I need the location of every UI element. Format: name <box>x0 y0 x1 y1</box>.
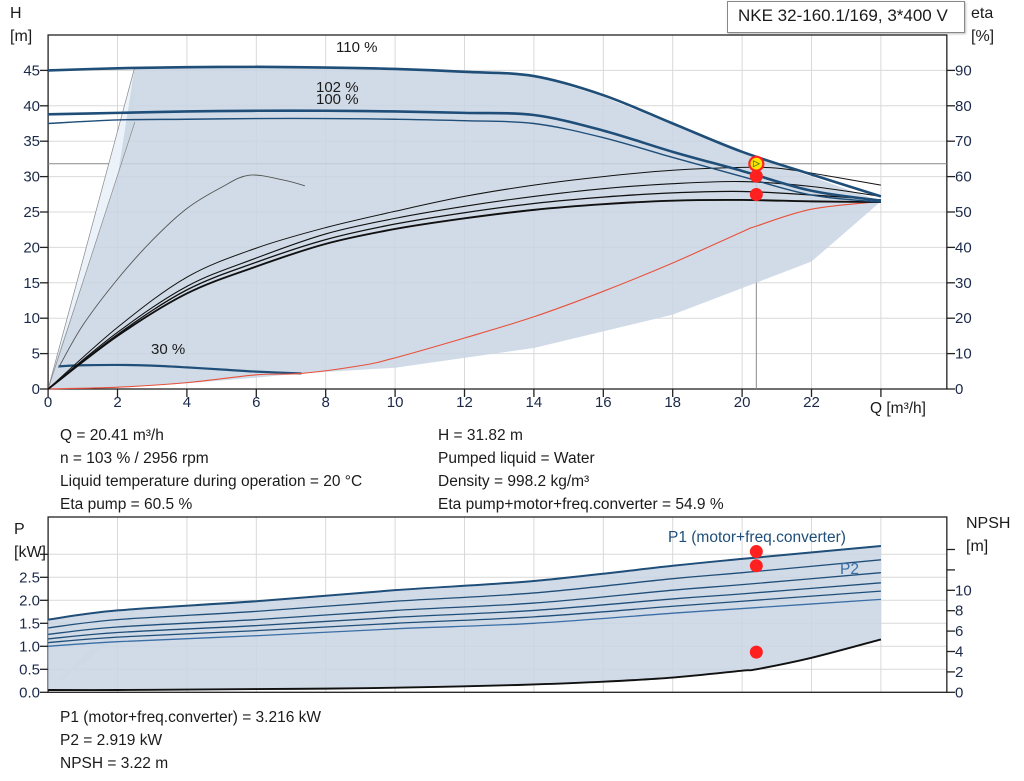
svg-text:0: 0 <box>955 684 963 701</box>
svg-text:70: 70 <box>955 133 972 150</box>
svg-text:2: 2 <box>955 664 963 681</box>
svg-text:60: 60 <box>955 169 972 186</box>
svg-text:30: 30 <box>23 169 40 186</box>
svg-text:1.0: 1.0 <box>19 638 40 655</box>
svg-text:6: 6 <box>955 623 963 640</box>
svg-text:40: 40 <box>23 98 40 115</box>
svg-text:0.5: 0.5 <box>19 661 40 678</box>
svg-text:40: 40 <box>955 239 972 256</box>
svg-text:35: 35 <box>23 133 40 150</box>
svg-text:10: 10 <box>955 346 972 363</box>
svg-text:2.0: 2.0 <box>19 592 40 609</box>
svg-text:80: 80 <box>955 98 972 115</box>
svg-text:2.5: 2.5 <box>19 569 40 586</box>
svg-text:90: 90 <box>955 62 972 79</box>
svg-text:1.5: 1.5 <box>19 615 40 632</box>
svg-text:5: 5 <box>32 346 40 363</box>
svg-text:0: 0 <box>32 381 40 398</box>
svg-text:10: 10 <box>955 582 972 599</box>
svg-text:15: 15 <box>23 275 40 292</box>
svg-text:20: 20 <box>23 239 40 256</box>
svg-text:10: 10 <box>23 310 40 327</box>
svg-text:25: 25 <box>23 204 40 221</box>
svg-text:45: 45 <box>23 62 40 79</box>
svg-text:0: 0 <box>955 381 963 398</box>
svg-text:8: 8 <box>955 603 963 620</box>
svg-text:50: 50 <box>955 204 972 221</box>
svg-text:30: 30 <box>955 275 972 292</box>
svg-text:4: 4 <box>955 644 963 661</box>
svg-text:20: 20 <box>955 310 972 327</box>
svg-text:0.0: 0.0 <box>19 684 40 701</box>
